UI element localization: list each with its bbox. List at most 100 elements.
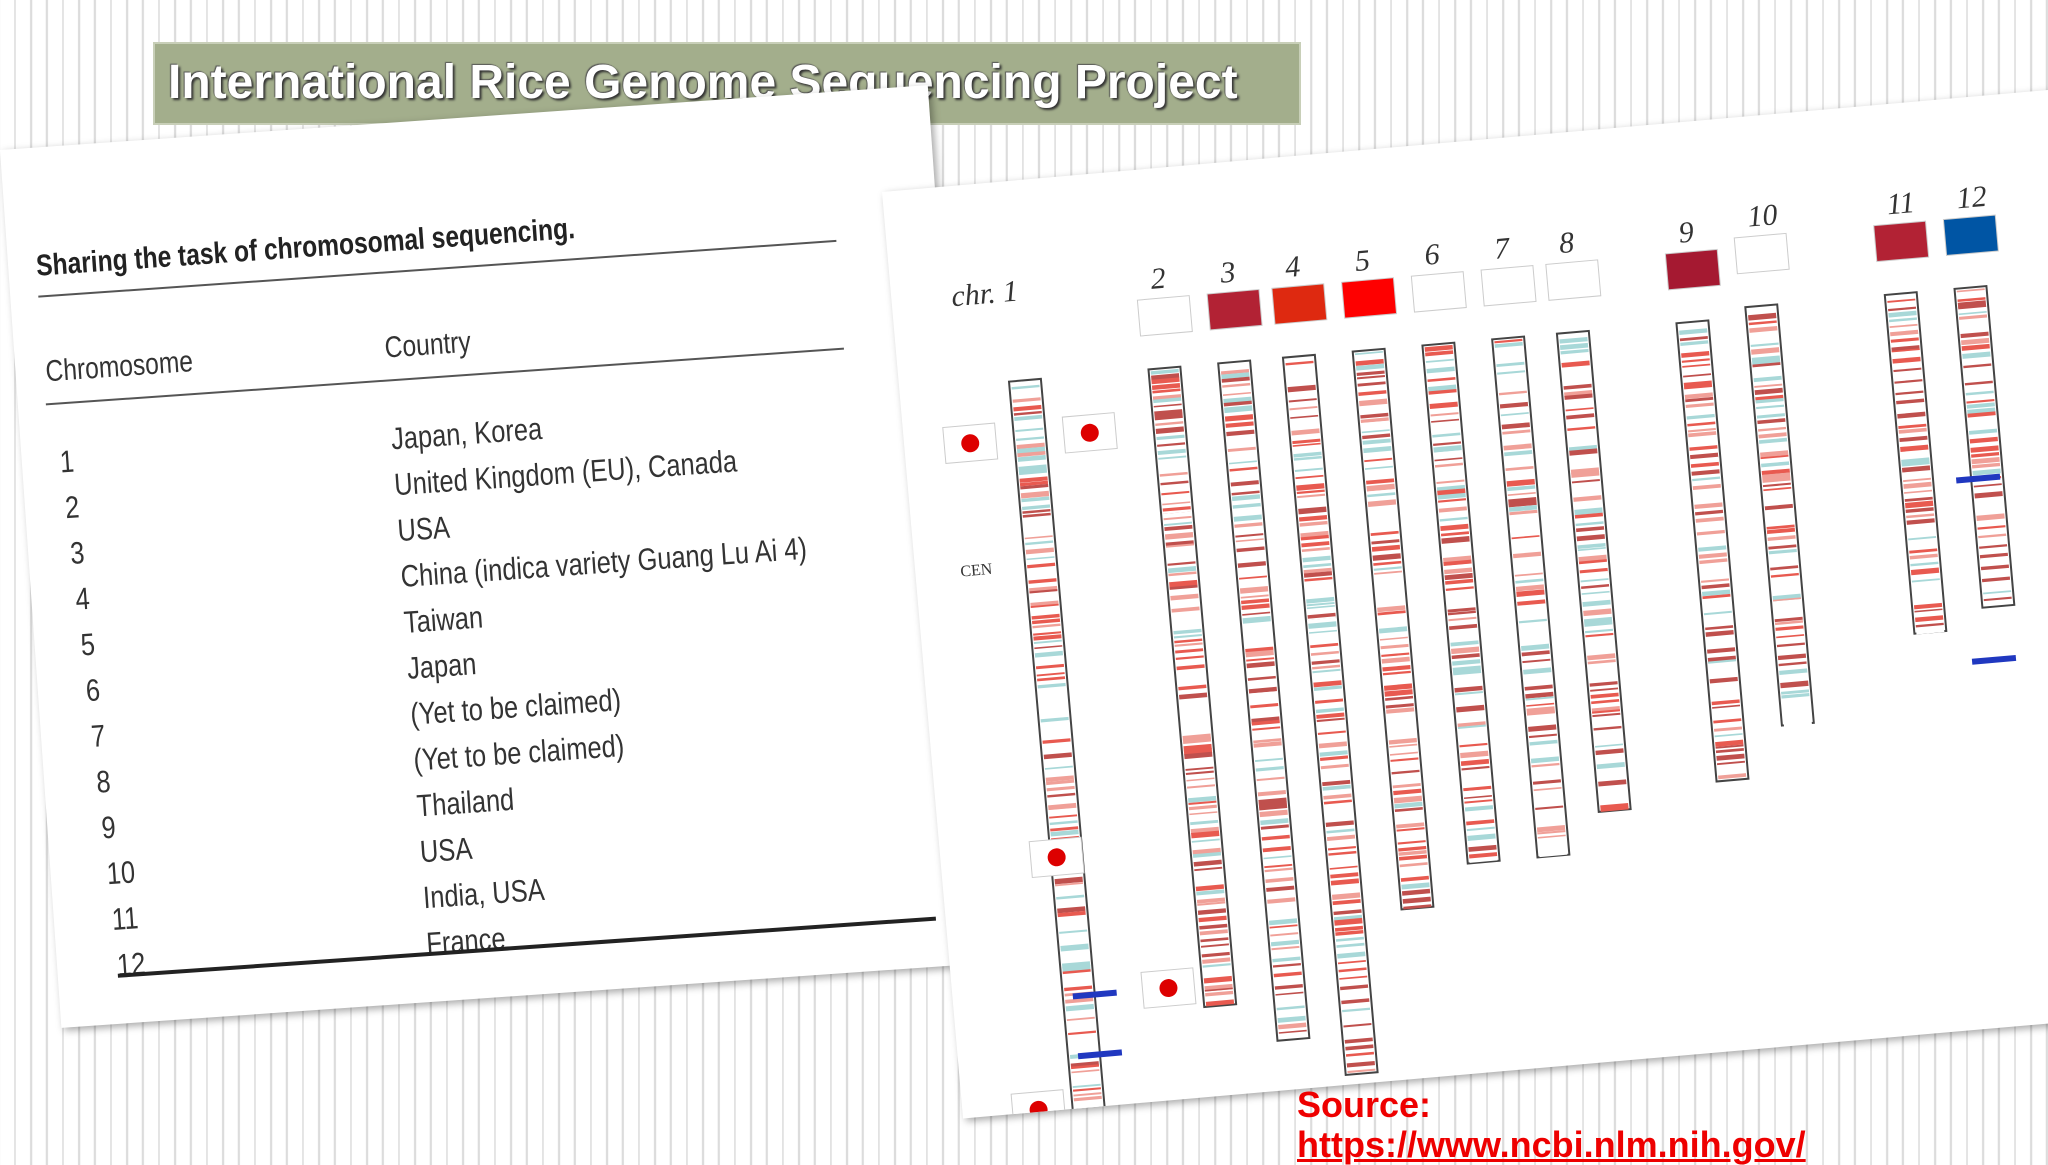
band bbox=[1696, 529, 1725, 536]
band bbox=[1692, 476, 1721, 482]
band bbox=[1756, 404, 1785, 410]
band bbox=[1591, 706, 1620, 713]
band bbox=[1247, 675, 1276, 681]
chromosome-label: 2 bbox=[1149, 262, 1167, 296]
band bbox=[1517, 603, 1546, 610]
band bbox=[1559, 342, 1589, 350]
band bbox=[1451, 653, 1480, 660]
band bbox=[1566, 413, 1595, 420]
band bbox=[1438, 506, 1468, 514]
band bbox=[1708, 667, 1738, 676]
band bbox=[1315, 707, 1344, 714]
band bbox=[1330, 872, 1359, 879]
band bbox=[1153, 403, 1182, 408]
band bbox=[1297, 493, 1326, 499]
band bbox=[1597, 767, 1626, 772]
band bbox=[1971, 452, 2000, 458]
band bbox=[1782, 711, 1812, 717]
band bbox=[1379, 636, 1408, 641]
band bbox=[1376, 599, 1405, 604]
band bbox=[1364, 465, 1393, 470]
band bbox=[1967, 411, 1996, 418]
band bbox=[1027, 571, 1057, 578]
band bbox=[1426, 366, 1455, 374]
band bbox=[1713, 718, 1742, 724]
band bbox=[1278, 1029, 1307, 1034]
band bbox=[1339, 975, 1368, 980]
band bbox=[1434, 457, 1463, 462]
band bbox=[1399, 858, 1428, 865]
band bbox=[1591, 699, 1620, 705]
band bbox=[1910, 561, 1939, 567]
band bbox=[1779, 672, 1808, 681]
band bbox=[1034, 650, 1064, 658]
band bbox=[1068, 1038, 1098, 1047]
band bbox=[1913, 602, 1943, 610]
band bbox=[1230, 480, 1259, 487]
band bbox=[1187, 789, 1216, 798]
band bbox=[1327, 845, 1356, 851]
band bbox=[1025, 547, 1055, 555]
band bbox=[1362, 433, 1391, 440]
table-caption: Sharing the task of chromosomal sequenci… bbox=[35, 212, 576, 283]
band bbox=[1402, 896, 1431, 904]
band bbox=[1056, 894, 1085, 900]
band bbox=[1261, 830, 1290, 835]
band bbox=[1752, 368, 1781, 374]
band bbox=[1155, 426, 1185, 434]
band bbox=[1245, 649, 1274, 658]
band bbox=[1522, 658, 1551, 664]
band bbox=[1220, 362, 1249, 368]
band bbox=[1968, 428, 1998, 435]
band bbox=[1400, 875, 1429, 882]
band bbox=[1307, 616, 1336, 621]
band bbox=[1289, 405, 1318, 411]
band bbox=[1166, 549, 1195, 557]
chromosome-cell: 2 bbox=[63, 489, 81, 526]
band bbox=[1365, 471, 1394, 479]
band bbox=[1559, 336, 1588, 344]
band bbox=[1232, 506, 1261, 511]
band bbox=[1585, 638, 1615, 645]
band bbox=[1697, 537, 1726, 542]
band bbox=[1916, 627, 1945, 635]
band bbox=[1030, 603, 1059, 608]
band bbox=[1584, 628, 1614, 634]
band bbox=[1600, 802, 1629, 810]
flag-disc bbox=[1159, 979, 1178, 998]
band bbox=[1334, 925, 1364, 932]
band bbox=[1257, 782, 1286, 788]
band bbox=[1059, 937, 1089, 945]
band bbox=[1014, 418, 1043, 423]
band bbox=[1458, 730, 1487, 736]
band bbox=[1031, 613, 1060, 620]
band bbox=[1503, 443, 1532, 451]
band bbox=[1395, 814, 1424, 819]
band bbox=[1588, 666, 1617, 675]
band bbox=[1231, 494, 1261, 502]
band bbox=[1774, 620, 1804, 626]
band bbox=[1277, 1012, 1306, 1020]
band bbox=[1895, 390, 1924, 396]
chromosome-label: 8 bbox=[1558, 226, 1576, 260]
band bbox=[1054, 876, 1083, 885]
band bbox=[1970, 445, 1999, 453]
band bbox=[1199, 929, 1228, 936]
band bbox=[1509, 516, 1538, 521]
band bbox=[1294, 467, 1323, 472]
band bbox=[1392, 777, 1421, 785]
source-url[interactable]: https://www.ncbi.nlm.nih.gov/ bbox=[1297, 1124, 1806, 1165]
band bbox=[1904, 500, 1934, 509]
band bbox=[1681, 350, 1710, 358]
band bbox=[1292, 442, 1321, 447]
band bbox=[1272, 956, 1301, 963]
band bbox=[1893, 372, 1922, 379]
band bbox=[1892, 356, 1921, 364]
band bbox=[1275, 991, 1304, 996]
chromosome-label: 9 bbox=[1677, 215, 1695, 249]
band bbox=[1780, 680, 1809, 689]
band bbox=[1512, 543, 1541, 549]
band bbox=[1025, 540, 1054, 546]
band bbox=[1458, 733, 1487, 739]
band bbox=[1889, 323, 1918, 329]
